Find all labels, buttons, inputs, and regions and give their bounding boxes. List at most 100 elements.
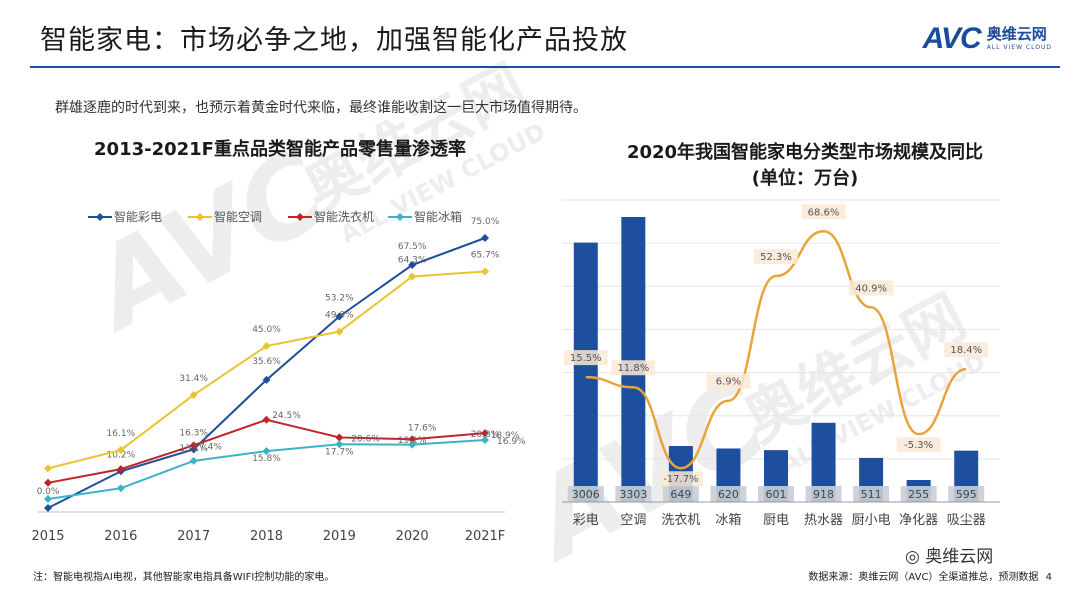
data-point [408, 261, 417, 269]
data-label: 15.8% [252, 454, 281, 464]
yoy-label: -17.7% [663, 474, 698, 485]
data-point [44, 504, 52, 512]
yoy-label-box [944, 342, 989, 358]
data-label: 16.3% [179, 428, 208, 438]
data-label: 17.6% [408, 424, 437, 434]
line-chart: 2015 2016 2017 2018 2019 2020 2021F 智能彩电 智能空调 智能洗… [31, 209, 526, 544]
data-point [116, 446, 125, 455]
data-point [335, 312, 344, 321]
data-label: 24.5% [272, 411, 301, 421]
data-point [116, 465, 125, 474]
data-point [481, 435, 489, 444]
yoy-label-box [754, 249, 798, 265]
yoy-label: 40.9% [855, 283, 887, 294]
x-tick-label: 冰箱 [715, 512, 741, 528]
bar-value-box [805, 486, 842, 502]
yoy-label: 52.3% [760, 252, 792, 263]
yoy-label: 6.9% [716, 377, 741, 388]
data-point [408, 272, 417, 281]
data-point [44, 464, 52, 473]
bar-value-label: 3303 [619, 488, 647, 501]
yoy-label: 11.8% [617, 363, 649, 374]
data-point [481, 429, 489, 438]
bar-value-box [948, 486, 985, 502]
data-point [262, 375, 271, 384]
bar [621, 216, 646, 502]
bar-value-label: 649 [670, 488, 691, 501]
x-tick-label: 净化器 [899, 513, 938, 528]
brand-logo: AVC 奥维云网 ALL VIEW CLOUD [923, 22, 1052, 56]
data-source: 数据来源：奥维云网（AVC）全渠道推总，预测数据 4 [808, 568, 1052, 583]
data-point [408, 435, 417, 444]
x-tick-label: 厨电 [763, 513, 789, 528]
data-label: 65.7% [471, 250, 500, 260]
brand-name-en: ALL VIEW CLOUD [986, 44, 1052, 51]
data-label: 20.6% [351, 434, 380, 444]
data-label: 31.4% [179, 374, 208, 384]
data-label: 10.2% [107, 450, 136, 460]
left-chart-title: 2013-2021F重点品类智能产品零售量渗透率 [94, 139, 466, 160]
data-point [335, 433, 344, 442]
bar-value-box [710, 486, 747, 502]
yoy-label: 18.4% [950, 345, 982, 356]
data-label: 13.1% [179, 444, 208, 454]
title-divider [30, 66, 1060, 68]
yoy-line [585, 230, 967, 470]
bar-value-box [567, 486, 604, 502]
x-tick-label: 厨小电 [852, 513, 891, 528]
subtitle: 群雄逐鹿的时代到来，也预示着黄金时代来临，最终谁能收割这一巨大市场值得期待。 [55, 100, 587, 116]
x-tick-label: 2018 [250, 529, 283, 544]
data-point [335, 440, 344, 449]
yoy-label-box [658, 471, 703, 487]
wechat-name: 奥维云网 [925, 547, 994, 567]
bar-value-label: 601 [766, 488, 787, 501]
x-tick-label: 2021F [465, 529, 506, 544]
bar-value-box [662, 486, 699, 502]
right-chart-title-line2: (单位：万台) [751, 168, 859, 189]
bar-value-box [615, 486, 652, 502]
x-tick-label: 空调 [620, 513, 646, 528]
data-point [262, 415, 271, 424]
x-tick-label: 吸尘器 [947, 513, 986, 528]
data-source-text: 数据来源：奥维云网（AVC）全渠道推总，预测数据 [808, 572, 1039, 583]
x-tick-label: 2019 [323, 529, 356, 544]
yoy-label-box [706, 373, 751, 389]
yoy-label: 68.6% [808, 207, 840, 218]
x-tick-label: 2017 [177, 529, 210, 544]
bar-value-box [853, 486, 890, 502]
legend-marker [396, 213, 404, 221]
data-label: 45.0% [252, 325, 281, 335]
x-tick-label: 彩电 [573, 513, 599, 528]
data-point [189, 456, 198, 465]
legend-label: 智能彩电 [114, 209, 162, 224]
x-tick-label: 2015 [31, 529, 64, 544]
data-label: 0.0% [37, 487, 60, 497]
data-point [44, 495, 52, 503]
data-point [408, 440, 417, 449]
yoy-label-box [563, 350, 608, 366]
brand-name-cn: 奥维云网 [986, 25, 1047, 43]
series-line [47, 237, 486, 509]
bar-value-box [900, 486, 937, 502]
data-label: 53.2% [325, 293, 354, 303]
data-label: 49.0% [325, 311, 354, 321]
yoy-label-box [611, 360, 656, 376]
bar-value-label: 620 [718, 488, 739, 501]
data-label: 20.8% [471, 430, 500, 440]
data-point [116, 484, 125, 493]
right-chart-title: 2020年我国智能家电分类型市场规模及同比 (单位：万台) [570, 140, 1040, 192]
data-point [481, 267, 489, 276]
page-title: 智能家电：市场必争之地，加强智能化产品投放 [40, 25, 628, 56]
data-point [44, 478, 52, 487]
data-point [262, 447, 271, 456]
header: 智能家电：市场必争之地，加强智能化产品投放 AVC 奥维云网 ALL VIEW … [0, 0, 1080, 68]
data-label: 64.3% [398, 256, 427, 266]
bar [573, 242, 598, 503]
bar-value-label: 255 [908, 488, 929, 501]
legend-label: 智能空调 [214, 209, 262, 224]
wechat-icon: ◎ [905, 547, 920, 567]
x-tick-label: 2016 [104, 529, 137, 544]
bar-value-label: 511 [861, 488, 882, 501]
page-number: 4 [1045, 572, 1052, 583]
data-point [481, 234, 489, 242]
